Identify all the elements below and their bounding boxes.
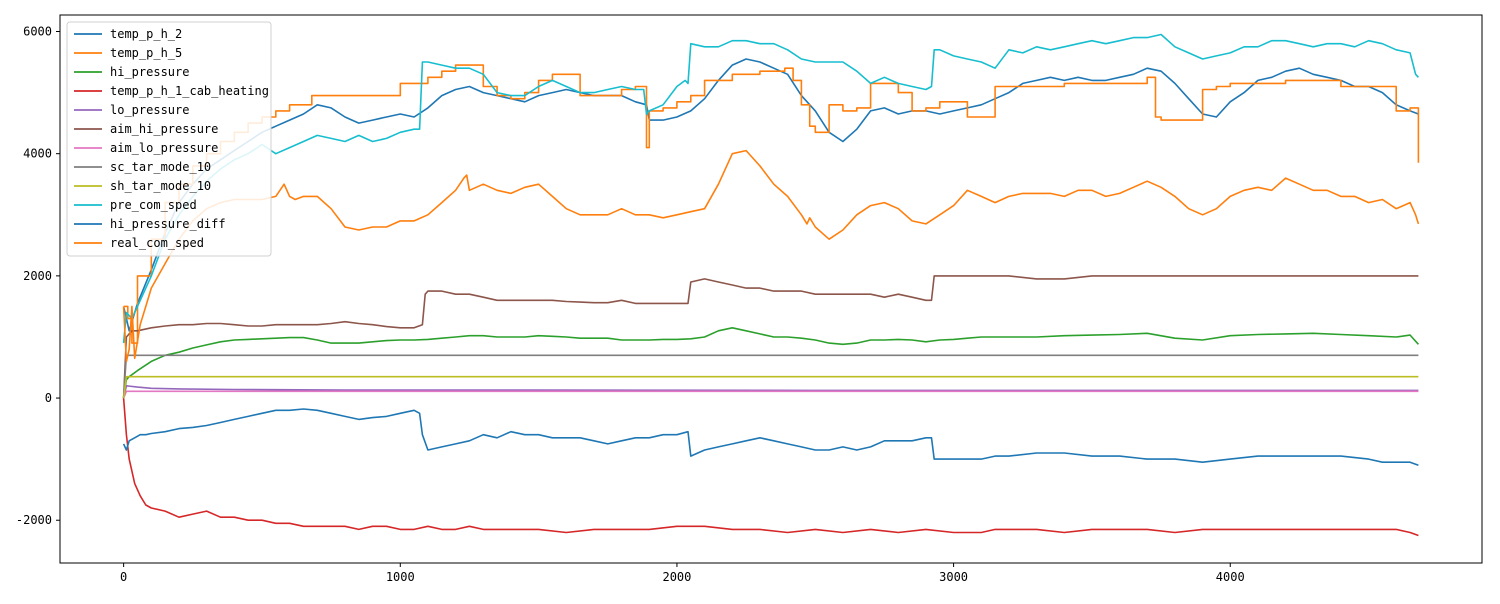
series-line-aim-lo-pressure [122, 390, 1419, 399]
legend-label-aim-hi-pressure: aim_hi_pressure [110, 122, 218, 136]
y-tick-label: -2000 [16, 513, 52, 527]
series-line-temp-p-h-1-cab-heating [122, 398, 1419, 537]
legend-label-pre-com-sped: pre_com_sped [110, 198, 197, 212]
series-line-real-com-sped [122, 149, 1420, 363]
series-line-temp-p-h-5 [123, 64, 1420, 344]
x-tick-label: 3000 [939, 570, 968, 584]
axes: 0 1000 2000 3000 4000 -2000 0 2000 4000 6000 [16, 14, 1483, 584]
legend-label-hi-pressure: hi_pressure [110, 65, 189, 79]
legend-label-sh-tar-mode-10: sh_tar_mode_10 [110, 179, 211, 193]
y-tick-label: 6000 [23, 24, 52, 38]
legend-box [66, 21, 272, 257]
legend-label-real-com-sped: real_com_sped [110, 236, 204, 250]
legend: temp_p_h_2 temp_p_h_5 hi_pressure temp_p_h_… [66, 21, 272, 257]
x-tick-label: 1000 [386, 570, 415, 584]
y-tick-label: 4000 [23, 147, 52, 161]
series-line-pre-com-sped [122, 33, 1419, 344]
legend-label-temp-p-h-2: temp_p_h_2 [110, 27, 182, 41]
series-line-aim-hi-pressure [122, 275, 1419, 399]
series-line-lo-pressure [122, 385, 1419, 399]
plot-frame [59, 14, 1483, 564]
x-tick-label: 0 [120, 570, 127, 584]
legend-label-temp-p-h-5: temp_p_h_5 [110, 46, 182, 60]
series-line-sh-tar-mode-10 [122, 375, 1419, 399]
series-line-hi-pressure-diff [122, 408, 1419, 467]
legend-label-lo-pressure: lo_pressure [110, 103, 189, 117]
legend-label-sc-tar-mode-10: sc_tar_mode_10 [110, 160, 211, 174]
x-tick-label: 4000 [1216, 570, 1245, 584]
x-tick-label: 2000 [662, 570, 691, 584]
legend-label-hi-pressure-diff: hi_pressure_diff [110, 217, 226, 231]
y-tick-label: 2000 [23, 269, 52, 283]
y-tick-label: 0 [45, 391, 52, 405]
plot-lines [122, 33, 1420, 537]
legend-label-aim-lo-pressure: aim_lo_pressure [110, 141, 218, 155]
legend-label-temp-p-h-1-cab-heating: temp_p_h_1_cab_heating [110, 84, 269, 98]
series-line-hi-pressure [122, 327, 1419, 399]
